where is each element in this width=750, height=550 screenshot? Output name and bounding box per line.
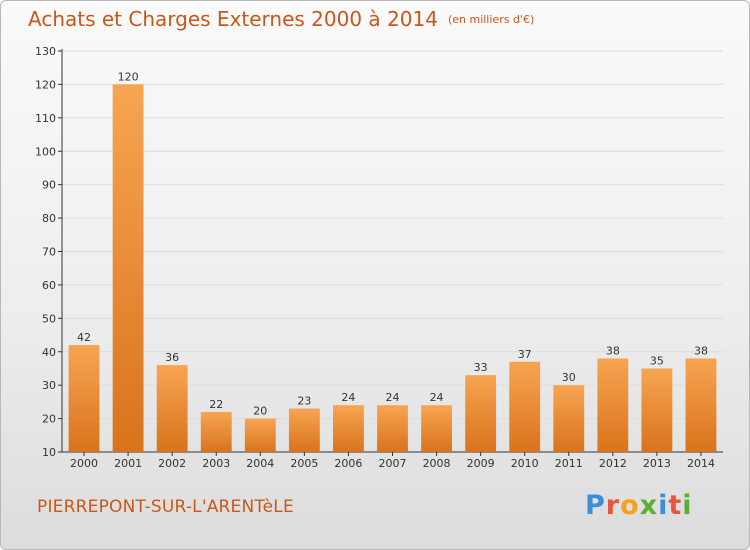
bar [200, 411, 232, 452]
x-tick-label: 2012 [599, 457, 627, 470]
bar [421, 405, 452, 452]
place-name: PIERREPONT-SUR-L'ARENTèLE [37, 497, 294, 517]
x-tick-label: 2001 [114, 457, 142, 470]
bar [377, 405, 408, 452]
value-label: 37 [518, 348, 532, 361]
logo-letter: i [658, 490, 669, 521]
value-label: 24 [430, 391, 444, 404]
bar [68, 345, 100, 452]
y-tick-label: 120 [35, 78, 56, 91]
value-label: 22 [209, 398, 223, 411]
x-tick-label: 2002 [158, 457, 186, 470]
logo-letter: t [668, 490, 683, 521]
x-tick-label: 2013 [643, 457, 671, 470]
x-tick-label: 2011 [555, 457, 583, 470]
value-label: 38 [694, 344, 708, 357]
logo-letter: P [585, 490, 606, 521]
x-tick-label: 2000 [70, 457, 98, 470]
logo-letter: x [639, 490, 659, 521]
bar [553, 385, 585, 452]
y-tick-label: 50 [42, 312, 56, 325]
value-label: 24 [341, 391, 355, 404]
value-label: 42 [77, 331, 91, 344]
bars [68, 84, 717, 453]
y-tick-label: 30 [42, 379, 56, 392]
logo-letter: i [682, 490, 693, 521]
bar [465, 375, 497, 452]
bar [112, 84, 144, 453]
y-tick-label: 60 [42, 279, 56, 292]
bar [685, 358, 717, 452]
value-label: 36 [165, 351, 179, 364]
x-tick-label: 2010 [511, 457, 539, 470]
y-tick-label: 100 [35, 145, 56, 158]
y-tick-label: 110 [35, 112, 56, 125]
x-tick-label: 2009 [467, 457, 495, 470]
value-label: 120 [118, 70, 139, 83]
x-tick-label: 2008 [423, 457, 451, 470]
value-label: 23 [297, 395, 311, 408]
y-tick-label: 80 [42, 212, 56, 225]
bar [156, 365, 188, 452]
y-tick-label: 10 [42, 446, 56, 459]
proxiti-logo[interactable]: Proxiti [585, 490, 693, 521]
value-label: 35 [650, 354, 664, 367]
chart-unit: (en milliers d'€) [447, 13, 535, 26]
y-tick-label: 70 [42, 246, 56, 259]
labels: 10 20 30 40 50 60 70 80 90 100 110 120 130 2000 42 2001… [35, 45, 715, 470]
x-tick-label: 2007 [379, 457, 407, 470]
value-label: 30 [562, 371, 576, 384]
y-tick-label: 20 [42, 413, 56, 426]
y-tick-label: 130 [35, 45, 56, 58]
logo-letter: o [620, 490, 640, 521]
y-tick-label: 90 [42, 179, 56, 192]
x-tick-label: 2003 [202, 457, 230, 470]
x-tick-label: 2004 [246, 457, 274, 470]
x-tick-label: 2014 [687, 457, 715, 470]
value-label: 20 [253, 405, 267, 418]
bar [509, 361, 541, 452]
bar [333, 405, 364, 452]
chart-title: Achats et Charges Externes 2000 à 2014 [28, 7, 438, 31]
chart-title-row: Achats et Charges Externes 2000 à 2014 (e… [28, 7, 534, 31]
value-label: 24 [386, 391, 400, 404]
bar [244, 418, 276, 452]
x-tick-label: 2006 [334, 457, 362, 470]
value-label: 38 [606, 344, 620, 357]
bar [641, 368, 673, 452]
bar [597, 358, 629, 452]
value-label: 33 [474, 361, 488, 374]
x-tick-label: 2005 [290, 457, 318, 470]
y-tick-label: 40 [42, 346, 56, 359]
bar [288, 408, 320, 452]
logo-letter: r [605, 490, 621, 521]
